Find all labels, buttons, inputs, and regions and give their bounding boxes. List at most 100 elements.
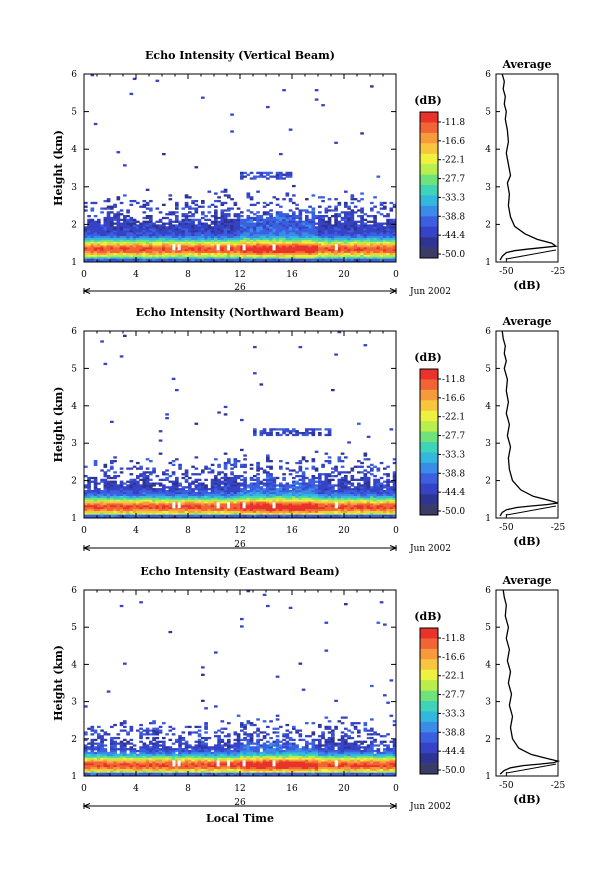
heatmap-cell [223,405,228,409]
heatmap-cell [305,218,309,222]
heatmap-cell [334,207,338,210]
heatmap-cell [337,233,342,237]
heatmap-cell [295,461,299,465]
heatmap-cell [337,473,342,476]
heatmap-cell [87,233,91,237]
heatmap-cell [389,428,394,431]
heatmap-cell [103,463,108,467]
heatmap-cell [188,495,192,498]
heatmap-cell [194,499,199,502]
heatmap-cell [301,245,306,248]
heatmap-cell [223,510,228,513]
heatmap-cell [129,489,134,493]
heatmap-cell [344,213,348,216]
heatmap-cell [379,476,384,480]
heatmap-cell [301,226,306,229]
heatmap-cell [269,460,273,463]
heatmap-cell [129,512,134,515]
heatmap-cell [132,497,137,500]
heatmap-cell [223,488,228,491]
heatmap-cell [331,467,335,470]
heatmap-cell [236,489,241,493]
heatmap-cell [87,504,91,508]
heatmap-cell [360,516,364,519]
heatmap-cell [311,216,316,220]
heatmap-cell [275,493,280,496]
heatmap-cell [236,258,241,261]
heatmap-cell [158,250,163,253]
heatmap-cell [340,497,345,500]
heatmap-cell [392,480,397,483]
heatmap-cell [366,491,371,495]
heatmap-cell [84,205,88,208]
heatmap-cell [353,503,358,506]
heatmap-cell [168,245,173,248]
heatmap-cell [207,491,212,495]
heatmap-cell [389,239,394,242]
heatmap-cell [279,226,283,229]
heatmap-cell [386,213,390,216]
heatmap-cell [113,235,117,238]
heatmap-cell [298,213,303,216]
plot-frame [495,73,559,263]
heatmap-cell [233,474,238,478]
heatmap-cell [249,463,254,467]
heatmap-cell [129,245,134,248]
heatmap-cell [103,241,108,244]
heatmap-cell [386,218,390,222]
heatmap-cell [110,504,114,508]
heatmap-cell [84,256,88,259]
heatmap-cell [207,224,212,227]
heatmap-cell [181,256,186,259]
heatmap-cell [272,512,277,515]
heatmap-cell [204,248,208,252]
heatmap-cell [139,239,143,242]
heatmap-cell [155,489,160,493]
heatmap-cell [100,512,104,515]
heatmap-cell [90,231,95,235]
heatmap-cell [132,231,137,235]
heatmap-cell [87,220,91,223]
heatmap-cell [110,222,114,225]
heatmap-cell [383,504,387,508]
heatmap-cell [171,211,176,214]
heatmap-cell [158,516,163,519]
heatmap-cell [149,233,153,237]
data-gap [177,244,181,251]
heatmap-cell [145,230,150,233]
heatmap-cell [334,499,338,502]
heatmap-cell [301,209,306,212]
heatmap-cell [314,250,319,253]
heatmap-cell [262,482,267,485]
heatmap-cell [106,239,111,242]
heatmap-cell [178,484,182,487]
heatmap-cell [126,467,130,470]
heatmap-cell [217,226,221,229]
heatmap-cell [269,493,273,496]
heatmap-cell [314,503,319,506]
heatmap-cell [321,233,325,237]
heatmap-cell [288,246,293,250]
heatmap-cell [363,489,368,493]
heatmap-cell [191,215,195,218]
heatmap-cell [142,246,147,250]
heatmap-cell [379,241,384,244]
heatmap-cell [366,228,371,231]
heatmap-cell [132,486,137,489]
heatmap-cell [272,495,277,498]
heatmap-cell [259,215,264,218]
heatmap-cell [389,514,394,517]
heatmap-cell [337,226,342,229]
heatmap-cell [360,228,364,231]
heatmap-cell [220,228,225,231]
heatmap-cell [155,503,160,506]
heatmap-cell [152,471,156,474]
heatmap-cell [207,246,212,250]
heatmap-cell [279,241,283,244]
heatmap-cell [392,218,397,222]
heatmap-cell [327,241,332,244]
heatmap-cell [311,476,316,480]
heatmap-cell [227,250,231,253]
heatmap-cell [184,260,189,263]
heatmap-cell [295,233,299,237]
